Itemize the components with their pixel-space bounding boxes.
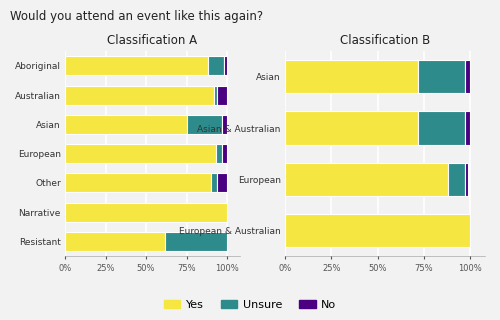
Bar: [222, 144, 227, 163]
Bar: [285, 111, 418, 145]
Bar: [65, 232, 166, 251]
Bar: [65, 203, 227, 222]
Bar: [285, 163, 448, 196]
Bar: [464, 60, 470, 93]
Bar: [65, 173, 211, 192]
Bar: [448, 163, 464, 196]
Bar: [285, 60, 418, 93]
Title: Classification A: Classification A: [108, 34, 198, 47]
Text: Would you attend an event like this again?: Would you attend an event like this agai…: [10, 10, 263, 23]
Bar: [464, 111, 470, 145]
Bar: [218, 173, 227, 192]
Title: Classification B: Classification B: [340, 34, 430, 47]
Bar: [222, 115, 227, 134]
Bar: [218, 85, 227, 105]
Legend: Yes, Unsure, No: Yes, Unsure, No: [160, 296, 340, 315]
Bar: [216, 144, 222, 163]
Bar: [285, 214, 470, 247]
Bar: [65, 144, 216, 163]
Bar: [418, 111, 465, 145]
Bar: [211, 173, 218, 192]
Bar: [65, 115, 186, 134]
Bar: [208, 56, 224, 75]
Bar: [464, 163, 468, 196]
Bar: [224, 56, 227, 75]
Bar: [65, 85, 214, 105]
Bar: [166, 232, 227, 251]
Bar: [186, 115, 222, 134]
Bar: [418, 60, 465, 93]
Bar: [65, 56, 208, 75]
Bar: [214, 85, 218, 105]
